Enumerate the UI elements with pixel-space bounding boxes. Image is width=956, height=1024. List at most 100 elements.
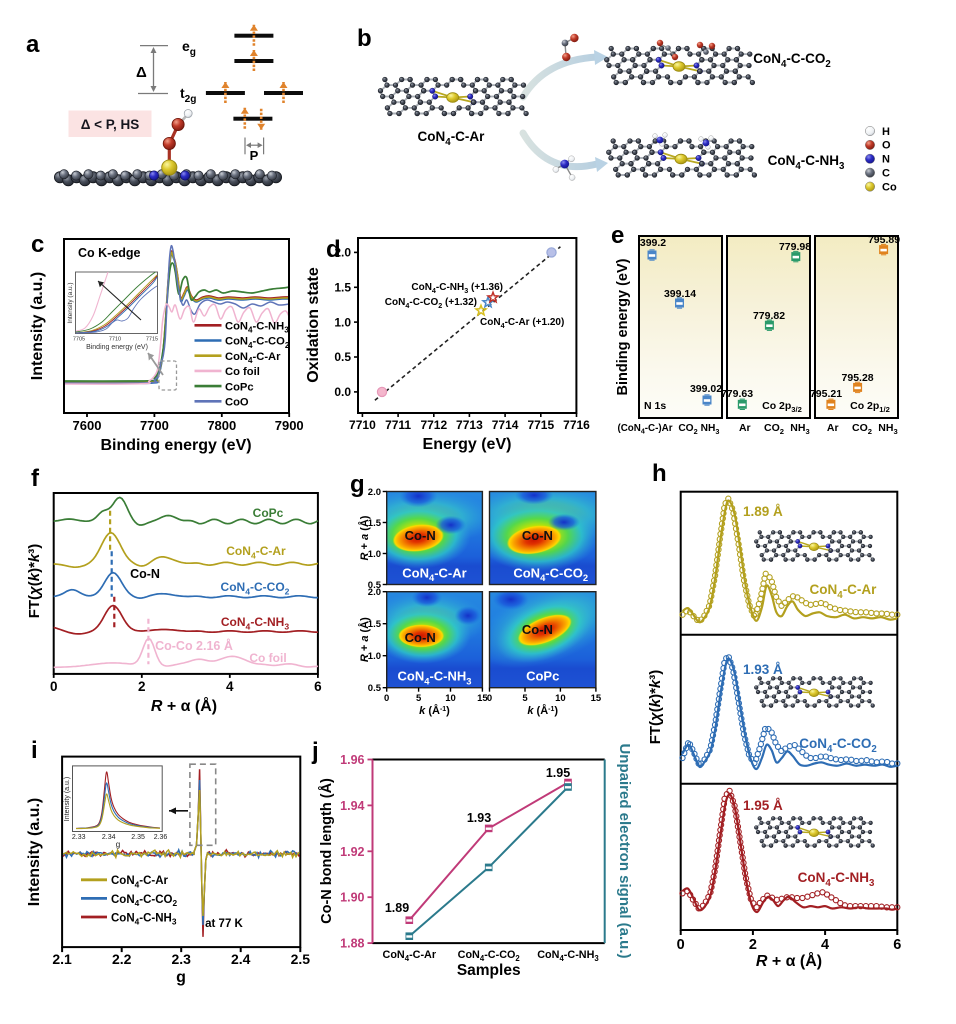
svg-text:CoN4-C-NH3: CoN4-C-NH3 [768, 153, 845, 172]
svg-text:0.0: 0.0 [334, 385, 351, 399]
svg-text:d: d [326, 236, 341, 263]
svg-text:2: 2 [138, 679, 146, 694]
svg-text:2.5: 2.5 [291, 951, 311, 967]
svg-text:h: h [652, 460, 667, 487]
svg-text:c: c [31, 231, 44, 258]
svg-text:0: 0 [50, 679, 58, 694]
svg-text:4: 4 [821, 937, 829, 953]
svg-text:CoPc: CoPc [526, 669, 559, 684]
svg-text:7713: 7713 [456, 418, 483, 432]
svg-text:CoN4-C-Ar: CoN4-C-Ar [111, 875, 169, 889]
svg-text:CoN4-C-Ar: CoN4-C-Ar [810, 582, 878, 601]
svg-text:1.5: 1.5 [334, 281, 351, 295]
svg-text:15: 15 [591, 693, 602, 704]
svg-text:6: 6 [314, 679, 322, 694]
svg-text:CoN4-C-Ar: CoN4-C-Ar [383, 949, 437, 963]
svg-text:a: a [26, 31, 40, 58]
svg-text:7712: 7712 [420, 418, 447, 432]
svg-text:7705: 7705 [73, 337, 85, 343]
svg-text:(CoN4-C-)Ar: (CoN4-C-)Ar [617, 423, 672, 436]
svg-text:7600: 7600 [73, 418, 102, 433]
svg-text:CoN4-C-NH3: CoN4-C-NH3 [225, 321, 289, 335]
svg-text:Samples: Samples [457, 962, 521, 979]
svg-text:CoN4-C-CO2: CoN4-C-CO2 [225, 336, 290, 350]
svg-text:f: f [31, 465, 40, 492]
svg-text:7710: 7710 [109, 337, 121, 343]
svg-text:7716: 7716 [563, 418, 590, 432]
svg-text:5: 5 [416, 693, 422, 704]
svg-text:CoN4-C-Ar: CoN4-C-Ar [226, 544, 286, 560]
svg-text:4: 4 [226, 679, 234, 694]
svg-text:399.14: 399.14 [664, 288, 696, 300]
svg-text:7714: 7714 [492, 418, 519, 432]
svg-text:399.2: 399.2 [640, 237, 666, 249]
svg-text:1.93: 1.93 [467, 811, 491, 825]
svg-text:Co foil: Co foil [249, 651, 286, 665]
svg-text:779.98: 779.98 [779, 241, 811, 253]
svg-text:CoN4-C-CO2: CoN4-C-CO2 [513, 566, 588, 584]
svg-text:Co-N: Co-N [522, 528, 553, 543]
svg-text:CoN4-C-NH3: CoN4-C-NH3 [398, 669, 472, 687]
svg-text:6: 6 [893, 937, 901, 953]
svg-text:1.5: 1.5 [368, 619, 382, 630]
svg-text:Intensity (a.u.): Intensity (a.u.) [64, 777, 71, 821]
svg-text:CoO: CoO [225, 397, 249, 409]
svg-text:2.0: 2.0 [368, 587, 381, 598]
svg-text:Co foil: Co foil [225, 366, 260, 378]
svg-text:Co K-edge: Co K-edge [78, 246, 141, 260]
svg-text:1.96: 1.96 [340, 753, 364, 767]
svg-text:FT(χ(k)*k³): FT(χ(k)*k³) [26, 544, 43, 619]
svg-text:CoN4-C-CO2: CoN4-C-CO2 [221, 580, 290, 596]
svg-text:e: e [611, 222, 624, 249]
svg-text:NH3: NH3 [790, 422, 809, 436]
svg-text:R + α (Å): R + α (Å) [151, 696, 217, 715]
svg-text:0: 0 [677, 937, 685, 953]
svg-text:2: 2 [749, 937, 757, 953]
svg-text:Co 2p1/2: Co 2p1/2 [850, 400, 890, 414]
svg-text:7700: 7700 [140, 418, 169, 433]
svg-text:1.5: 1.5 [368, 518, 382, 529]
svg-text:CO2: CO2 [764, 422, 784, 436]
svg-text:CoN4-C-Ar: CoN4-C-Ar [402, 566, 466, 584]
svg-text:CO2: CO2 [852, 422, 872, 436]
svg-text:Unpaired electron signal (a.u.: Unpaired electron signal (a.u.) [616, 743, 633, 958]
svg-text:H: H [882, 126, 890, 138]
svg-text:t2g: t2g [180, 85, 196, 105]
svg-text:CO2: CO2 [678, 423, 697, 436]
svg-text:CoN4-C-CO2: CoN4-C-CO2 [753, 51, 831, 70]
svg-text:1.89 Å: 1.89 Å [743, 504, 783, 519]
svg-text:2.2: 2.2 [112, 951, 132, 967]
svg-text:CoN4-C-Ar: CoN4-C-Ar [418, 129, 486, 148]
svg-text:R + a (Å): R + a (Å) [358, 617, 371, 662]
svg-text:CoN4-C-CO2: CoN4-C-CO2 [458, 949, 521, 963]
svg-text:1.0: 1.0 [368, 549, 381, 560]
svg-text:Δ: Δ [136, 64, 147, 81]
svg-text:b: b [357, 25, 372, 52]
svg-text:at 77 K: at 77 K [205, 918, 243, 930]
svg-text:CoPc: CoPc [225, 381, 254, 393]
svg-text:779.63: 779.63 [721, 388, 753, 400]
svg-text:R + a (Å): R + a (Å) [358, 515, 371, 560]
svg-text:2.4: 2.4 [231, 951, 251, 967]
svg-text:399.02: 399.02 [690, 383, 722, 395]
svg-text:N: N [882, 154, 890, 166]
svg-text:7711: 7711 [385, 418, 411, 432]
svg-text:2.33: 2.33 [72, 834, 86, 841]
svg-text:7800: 7800 [207, 418, 236, 433]
svg-text:CoN4-C-CO2: CoN4-C-CO2 [799, 736, 877, 755]
svg-text:CoN4-C-NH3: CoN4-C-NH3 [221, 615, 289, 631]
svg-text:1.94: 1.94 [340, 799, 364, 813]
svg-text:795.89: 795.89 [868, 234, 900, 246]
svg-text:2.3: 2.3 [171, 951, 191, 967]
svg-text:g: g [350, 471, 365, 498]
svg-text:CoN4-C-NH3: CoN4-C-NH3 [111, 912, 177, 926]
svg-text:Ar: Ar [739, 422, 751, 434]
svg-text:Binding energy (eV): Binding energy (eV) [100, 437, 251, 454]
svg-text:0.5: 0.5 [368, 683, 382, 694]
svg-text:j: j [311, 738, 319, 765]
svg-text:Co-N: Co-N [405, 528, 436, 543]
svg-text:C: C [882, 168, 890, 180]
svg-text:2.0: 2.0 [368, 487, 381, 498]
svg-text:15: 15 [477, 693, 488, 704]
svg-text:CoN4-C-Ar: CoN4-C-Ar [225, 351, 281, 365]
